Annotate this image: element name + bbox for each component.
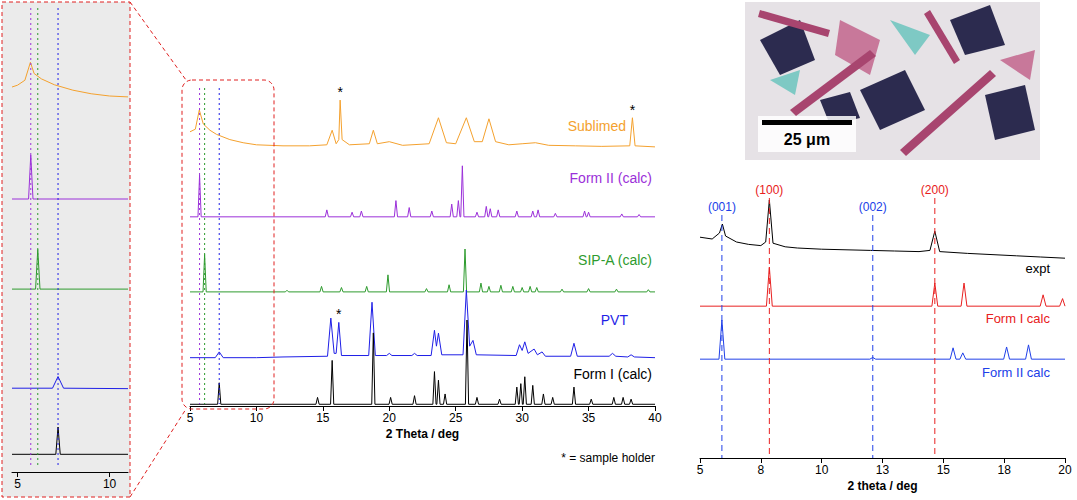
svg-text:5: 5 [187, 411, 194, 425]
svg-text:5: 5 [14, 477, 21, 491]
svg-text:expt: expt [1025, 261, 1050, 276]
svg-text:*: * [336, 306, 342, 322]
svg-text:10: 10 [103, 477, 117, 491]
svg-text:* = sample holder: * = sample holder [561, 451, 655, 465]
svg-text:Form II (calc): Form II (calc) [570, 170, 652, 186]
svg-text:20: 20 [1058, 463, 1072, 477]
svg-text:10: 10 [815, 463, 829, 477]
svg-text:18: 18 [997, 463, 1011, 477]
svg-text:20: 20 [383, 411, 397, 425]
svg-text:2 theta / deg: 2 theta / deg [847, 479, 917, 493]
svg-text:Form I (calc): Form I (calc) [573, 366, 652, 382]
svg-text:Form I calc: Form I calc [986, 311, 1051, 326]
svg-text:35: 35 [582, 411, 596, 425]
svg-text:15: 15 [937, 463, 951, 477]
svg-text:Form II calc: Form II calc [982, 365, 1050, 380]
svg-text:Sublimed: Sublimed [568, 118, 626, 134]
svg-text:25: 25 [449, 411, 463, 425]
svg-text:(001): (001) [708, 200, 736, 214]
svg-text:8: 8 [757, 463, 764, 477]
svg-text:13: 13 [876, 463, 890, 477]
svg-text:40: 40 [648, 411, 662, 425]
svg-text:2 Theta / deg: 2 Theta / deg [386, 427, 459, 441]
svg-text:5: 5 [697, 463, 704, 477]
svg-text:15: 15 [316, 411, 330, 425]
svg-text:(002): (002) [859, 200, 887, 214]
svg-text:30: 30 [515, 411, 529, 425]
svg-text:*: * [630, 102, 636, 118]
svg-text:SIP-A (calc): SIP-A (calc) [578, 252, 652, 268]
svg-text:10: 10 [250, 411, 264, 425]
svg-text:(100): (100) [755, 183, 783, 197]
svg-text:*: * [337, 84, 343, 100]
svg-text:(200): (200) [921, 183, 949, 197]
svg-text:PVT: PVT [601, 312, 629, 328]
svg-text:25 μm: 25 μm [784, 131, 830, 148]
